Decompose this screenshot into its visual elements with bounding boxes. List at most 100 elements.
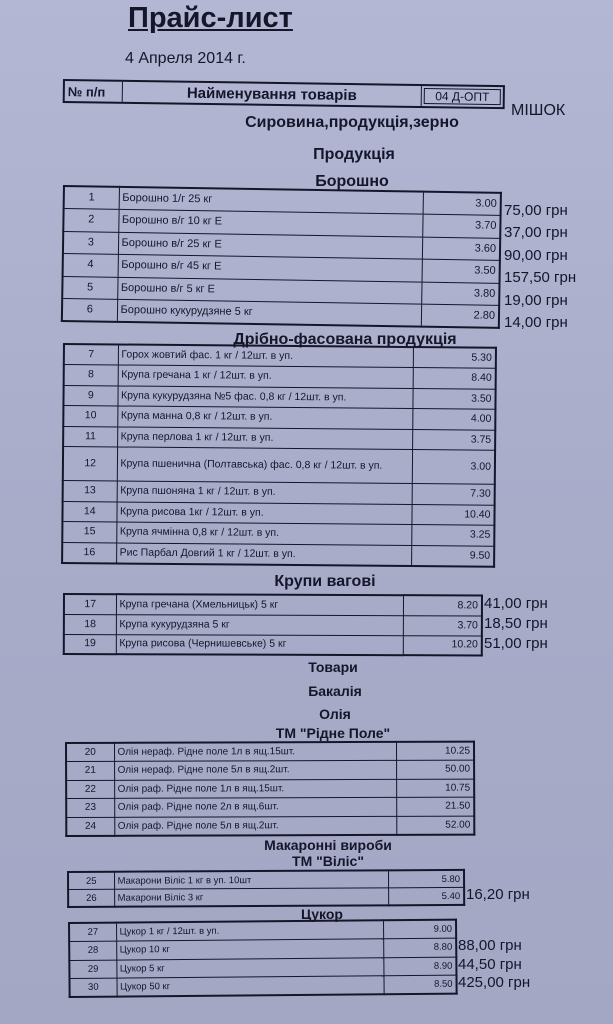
product-name: Рис Парбал Довгий 1 кг / 12шт. в уп. [116, 542, 412, 566]
row-number: 16 [62, 542, 117, 563]
product-name: Крупа пшоняна 1 кг / 12шт. в уп. [116, 480, 412, 505]
header-price: 04 Д-ОПТ [423, 88, 501, 106]
heading-products: Продукція [313, 146, 395, 163]
heading-pasta-brand: ТМ "Віліс" [292, 853, 364, 869]
row-number: 25 [68, 871, 115, 890]
product-name: Горох жовтий фас. 1 кг / 12шт. в уп. [117, 344, 413, 368]
price-table-weighted: 17 Крупа гречана (Хмельницьк) 5 кг 8.20 18 К… [62, 593, 483, 657]
unit-price: 3.50 [412, 388, 496, 410]
row-number: 10 [63, 405, 118, 427]
table-row: 21 Олія нераф. Рідне поле 5л в ящ.2шт. 50.… [66, 760, 475, 780]
unit-price: 8.20 [402, 595, 482, 616]
unit-price: 8.80 [383, 938, 457, 958]
unit-price: 10.20 [402, 635, 482, 656]
row-number: 22 [66, 779, 115, 799]
date: 4 Апреля 2014 г. [125, 50, 246, 67]
table-row: 18 Крупа кукурудзяна 5 кг 3.70 [63, 614, 482, 636]
product-name: Олія раф. Рідне поле 1л в ящ.15шт. [114, 778, 397, 799]
table-row: 12 Крупа пшенична (Полтавська) фас. 0,8 к… [62, 446, 496, 485]
row-number: 15 [62, 521, 117, 543]
unit-price: 7.30 [411, 483, 495, 505]
table-row: 25 Макарони Віліс 1 кг в уп. 10шт 5.80 [68, 869, 465, 890]
unit-price: 2.80 [420, 304, 500, 328]
heading-raw: Сировина,продукція,зерно [245, 114, 459, 131]
bag-price: 44,50 грн [458, 955, 522, 973]
product-name: Олія раф. Рідне поле 5л в ящ.2шт. [114, 815, 397, 836]
bag-price: 41,00 грн [484, 595, 548, 613]
bag-price: 157,50 грн [504, 269, 577, 287]
product-name: Крупа пшенична (Полтавська) фас. 0,8 кг … [116, 446, 413, 484]
row-number: 17 [63, 594, 116, 615]
unit-price: 21.50 [396, 797, 475, 816]
row-number: 18 [63, 614, 116, 635]
row-number: 19 [63, 634, 116, 655]
table-row: 20 Олія нераф. Рідне поле 1л в ящ.15шт. 10… [66, 741, 475, 762]
row-number: 11 [63, 426, 118, 447]
unit-price: 52.00 [396, 815, 475, 835]
bag-price: 88,00 грн [458, 937, 522, 955]
unit-price: 4.00 [412, 408, 496, 430]
product-name: Крупа рисова (Чернишевське) 5 кг [115, 634, 403, 656]
row-number: 2 [63, 208, 119, 232]
heading-goods: Товари [308, 659, 358, 675]
product-name: Макарони Віліс 3 кг [114, 887, 389, 907]
header-bag: МІШОК [511, 102, 566, 119]
unit-price: 3.60 [421, 236, 501, 261]
row-number: 13 [62, 480, 117, 502]
row-number: 7 [63, 344, 118, 365]
bag-price: 75,00 грн [504, 201, 568, 219]
product-name: Олія нераф. Рідне поле 1л в ящ.15шт. [114, 741, 397, 762]
bag-price: 19,00 грн [504, 291, 568, 309]
bag-price: 90,00 грн [504, 246, 568, 264]
product-name: Цукор 1 кг / 12шт. в уп. [116, 920, 384, 942]
header-name: Найменування товарів [122, 81, 422, 107]
unit-price: 10.40 [411, 504, 495, 526]
unit-price: 10.75 [396, 778, 475, 798]
unit-price: 3.50 [421, 259, 500, 283]
row-number: 24 [66, 816, 115, 836]
row-number: 20 [66, 742, 115, 762]
table-row: 30 Цукор 50 кг 8.50 [69, 975, 457, 997]
unit-price: 9.00 [382, 919, 457, 939]
row-number: 6 [61, 298, 118, 322]
bag-price: 14,00 грн [504, 314, 568, 332]
page-title: Прайс-лист [128, 2, 293, 34]
unit-price: 3.00 [422, 191, 501, 216]
product-name: Крупа перлова 1 кг / 12шт. в уп. [117, 426, 413, 450]
table-row: 19 Крупа рисова (Чернишевське) 5 кг 10.20 [63, 634, 482, 656]
product-name: Макарони Віліс 1 кг в уп. 10шт [114, 870, 389, 890]
table-row: 24 Олія раф. Рідне поле 5л в ящ.2шт. 52.00 [66, 815, 475, 836]
unit-price: 8.50 [383, 975, 457, 995]
unit-price: 5.30 [412, 347, 496, 369]
product-name: Крупа кукурудзяна 5 кг [115, 614, 403, 636]
price-table-packaged: 7 Горох жовтий фас. 1 кг / 12шт. в уп. 5.3… [61, 343, 497, 568]
unit-price: 5.40 [388, 887, 465, 906]
row-number: 5 [62, 276, 118, 300]
unit-price: 3.75 [412, 429, 496, 451]
row-number: 21 [66, 761, 115, 780]
unit-price: 5.80 [388, 869, 465, 888]
table-row: 17 Крупа гречана (Хмельницьк) 5 кг 8.20 [63, 594, 482, 616]
heading-flour: Борошно [315, 173, 389, 190]
row-number: 29 [69, 959, 117, 979]
row-number: 9 [63, 385, 118, 406]
price-table-sugar: 27 Цукор 1 кг / 12шт. в уп. 9.00 28 Цукор 10… [68, 918, 458, 998]
heading-weighted: Крупи вагові [274, 573, 376, 590]
row-number: 23 [66, 798, 115, 817]
price-table-pasta: 25 Макарони Віліс 1 кг в уп. 10шт 5.80 26 Ма… [67, 868, 466, 908]
product-name: Крупа ячмінна 0,8 кг / 12шт. в уп. [116, 521, 412, 546]
table-row: 22 Олія раф. Рідне поле 1л в ящ.15шт. 10.7… [66, 778, 475, 799]
header-num: № п/п [64, 81, 123, 102]
unit-price: 3.80 [421, 281, 500, 306]
bag-price: 37,00 грн [504, 224, 568, 242]
product-name: Олія раф. Рідне поле 2л в ящ.6шт. [114, 797, 397, 817]
bag-price: 18,50 грн [484, 615, 548, 633]
table-row: 23 Олія раф. Рідне поле 2л в ящ.6шт. 21.50 [66, 797, 475, 817]
unit-price: 9.50 [411, 545, 495, 567]
unit-price: 50.00 [396, 760, 475, 779]
row-number: 14 [62, 501, 117, 522]
price-table-flour: 1 Борошно 1/г 25 кг 3.00 2 Борошно в/г 10 кг… [60, 185, 502, 329]
bag-price: 16,20 грн [466, 886, 530, 904]
unit-price: 8.90 [383, 956, 457, 976]
product-name: Крупа кукурудзяна №5 фас. 0,8 кг / 12шт.… [117, 385, 413, 409]
